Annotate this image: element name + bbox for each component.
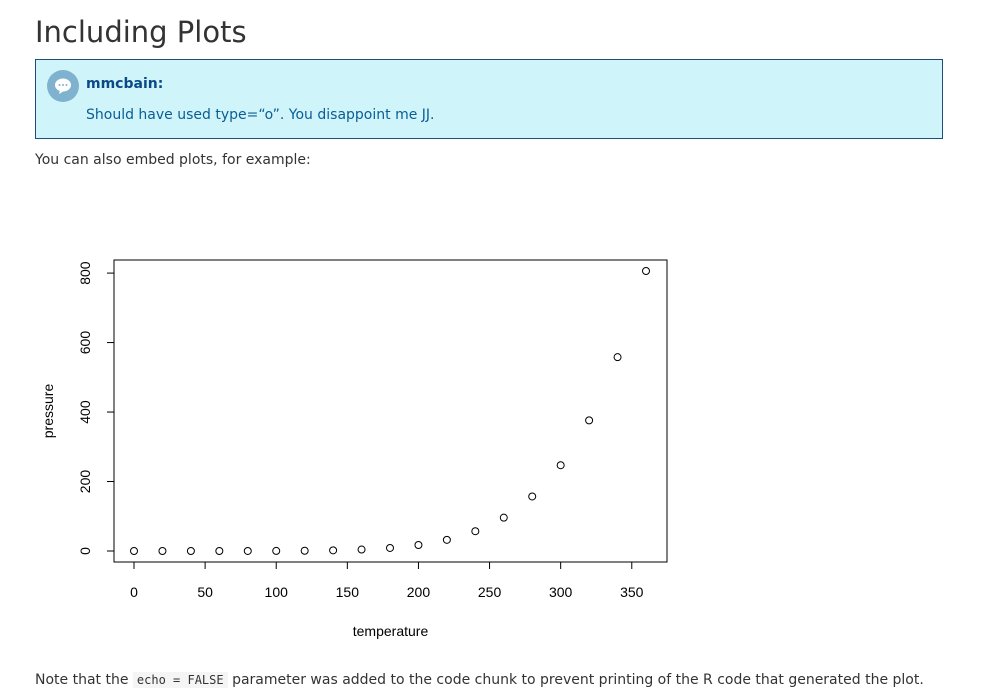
data-point [585, 416, 594, 425]
data-point [386, 543, 394, 552]
speech-bubble-icon [55, 78, 71, 94]
note-text-after: parameter was added to the code chunk to… [232, 672, 924, 688]
x-tick-label: 0 [130, 584, 138, 600]
chart-svg: 0 50 100 150 200 250 300 350 0 200 400 600 800 temper… [40, 259, 668, 639]
data-point [215, 546, 224, 555]
data-point [272, 546, 281, 555]
x-tick-label: 350 [620, 584, 644, 600]
intro-text: You can also embed plots, for example: [35, 152, 311, 168]
data-point [130, 546, 138, 555]
scatter-plot: 0 50 100 150 200 250 300 350 0 200 400 600 800 temper… [35, 240, 695, 654]
y-tick-label: 400 [77, 400, 93, 424]
x-tick-label: 200 [407, 584, 431, 600]
comment-text: Should have used type=“o”. You disappoin… [86, 107, 435, 123]
data-point [329, 546, 338, 555]
data-point [300, 546, 309, 555]
plot-frame [113, 259, 668, 563]
y-tick-label: 200 [77, 470, 93, 494]
y-tick-label: 800 [77, 261, 93, 285]
x-tick-label: 150 [336, 584, 360, 600]
data-point [414, 540, 423, 549]
comment-callout: mmcbain: Should have used type=“o”. You … [35, 59, 943, 139]
data-point [186, 546, 195, 555]
note-text-before: Note that the [35, 672, 129, 688]
data-point [442, 535, 451, 544]
data-point [642, 267, 650, 275]
data-point [357, 545, 366, 554]
x-tick-label: 100 [265, 584, 289, 600]
data-point [528, 492, 537, 501]
x-axis-label: temperature [353, 623, 429, 639]
y-axis-label: pressure [40, 384, 56, 439]
x-tick-label: 300 [549, 584, 573, 600]
comment-author: mmcbain: [86, 76, 164, 92]
page-title: Including Plots [35, 15, 247, 49]
avatar [47, 70, 79, 102]
data-point [613, 353, 622, 362]
inline-code: echo = FALSE [132, 672, 228, 688]
note-paragraph: Note that the echo = FALSE parameter was… [35, 672, 924, 688]
y-tick-label: 600 [77, 331, 93, 355]
x-tick-label: 250 [478, 584, 502, 600]
data-point [471, 527, 480, 536]
data-point [158, 546, 167, 555]
data-point [243, 546, 252, 555]
data-point [499, 513, 508, 522]
x-tick-label: 50 [197, 584, 213, 600]
data-point [556, 461, 565, 470]
y-tick-label: 0 [77, 547, 93, 555]
